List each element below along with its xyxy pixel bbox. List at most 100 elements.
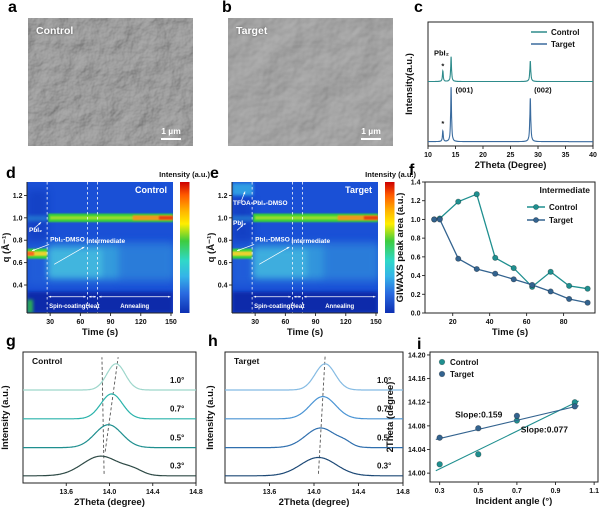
y-tick-label: 1.2 — [218, 193, 228, 200]
y-tick-label: 14.04 — [408, 447, 426, 454]
y-axis-label: Intensity(a.u.) — [404, 53, 415, 115]
gixrd-curve — [23, 455, 196, 477]
angle-label: 0.3° — [377, 462, 391, 471]
scale-bar-a: 1 µm — [161, 126, 181, 140]
x-axis-label: 2Theta (degree) — [74, 497, 145, 508]
sem-label-control: Control — [36, 25, 74, 37]
heatmap-annotation: TFOA-PbI₂-DMSO — [233, 200, 288, 207]
y-tick-label: 0.6 — [218, 260, 228, 267]
gixrd-curve — [23, 424, 196, 449]
x-axis-label: 2Theta (Degree) — [475, 160, 547, 171]
angle-label: 1.0° — [170, 376, 184, 385]
x-tick-label: 150 — [370, 319, 382, 326]
y-tick-label: 0.8 — [411, 236, 421, 243]
colorbar-title: Intensity (a.u.) — [159, 170, 210, 179]
gixrd-curve — [225, 395, 403, 420]
x-tick-label: 90 — [312, 319, 320, 326]
sem-texture-a — [28, 18, 193, 146]
x-tick-label: 0.9 — [551, 488, 561, 495]
x-tick-label: 14.0 — [307, 489, 321, 496]
x-tick-label: 150 — [165, 319, 177, 326]
x-tick-label: 13.6 — [263, 489, 277, 496]
panel-letter-i: i — [417, 336, 422, 353]
heatmap-annotation: Intermediate — [86, 238, 125, 245]
panel-letter-a: a — [8, 0, 17, 16]
x-tick-label: 14.8 — [396, 489, 410, 496]
chart-gixrd-target: 13.6 14.0 14.4 14.8 2Theta (degree) Intensity… — [205, 351, 410, 508]
y-tick-label: 14.08 — [408, 423, 426, 430]
angle-label: 1.0° — [377, 376, 391, 385]
panel-letter-d: d — [6, 165, 16, 182]
stage-label: Spin-coating — [254, 304, 291, 310]
y-tick-label: 0.4 — [13, 283, 23, 290]
x-tick-label: 90 — [107, 319, 115, 326]
colorbar-title: Intensity (a.u.) — [365, 170, 416, 179]
heatmap-title: Target — [345, 185, 372, 195]
sem-label-target: Target — [236, 25, 268, 37]
y-axis-label: q (Å⁻¹) — [1, 233, 12, 263]
sem-texture-b — [228, 18, 393, 146]
scale-bar-line — [161, 137, 181, 140]
x-axis-label: Time (s) — [492, 327, 528, 338]
legend-target: Target — [551, 40, 575, 49]
x-tick-label: 20 — [479, 152, 487, 159]
x-tick-label: 120 — [135, 319, 147, 326]
y-tick-label: 0.4 — [411, 273, 421, 280]
gixrd-curve — [225, 456, 403, 477]
scale-bar-line — [361, 137, 381, 140]
x-tick-label: 14.4 — [352, 489, 366, 496]
x-tick-label: 0.5 — [473, 488, 483, 495]
chart-xrd: 10 15 20 25 30 35 40 2Theta (Degree) Intensity(a… — [404, 21, 597, 171]
gixrd-curve — [23, 393, 196, 420]
heatmap-annotation: PbI₂-DMSO — [255, 236, 290, 243]
chart-slope: 0.3 0.5 0.7 0.9 1.1 14.00 14.04 14.08 14.12 14.16… — [385, 351, 599, 507]
y-tick-label: 1.2 — [411, 198, 421, 205]
x-axis-label: 2Theta (degree) — [279, 497, 350, 508]
y-axis-label: GIWAXS peak area (a.u.) — [395, 193, 406, 303]
stage-label: Annealing — [325, 304, 354, 310]
y-tick-label: 1.0 — [13, 215, 23, 222]
panel-f-title: Intermediate — [539, 185, 590, 195]
series-line-target — [434, 218, 588, 304]
peak-001-label: (001) — [456, 86, 474, 95]
x-tick-label: 30 — [534, 152, 542, 159]
heatmap-annotation: PbI₂ — [233, 220, 246, 227]
x-tick-label: 14.8 — [189, 489, 203, 496]
legend-target: Target — [549, 216, 573, 225]
panel-letter-e: e — [210, 165, 219, 182]
slope-label-control: Slope:0.159 — [455, 410, 503, 420]
x-tick-label: 14.4 — [146, 489, 160, 496]
gixrd-curve — [23, 363, 196, 391]
y-tick-label: 1.0 — [218, 215, 228, 222]
chart-peak-area: 20 40 60 80 0.0 0.2 0.4 0.6 0.8 1.0 1.2 1.4 Time (s)… — [395, 180, 596, 338]
x-tick-label: 60 — [76, 319, 84, 326]
angle-label: 0.7° — [377, 405, 391, 414]
scale-bar-b: 1 µm — [361, 126, 381, 140]
x-tick-label: 80 — [560, 319, 568, 326]
colorbar — [385, 182, 395, 313]
x-tick-label: 13.6 — [59, 489, 73, 496]
peak-002-label: (002) — [534, 86, 552, 95]
sem-image-control: Control 1 µm — [28, 18, 193, 146]
x-tick-label: 15 — [452, 152, 460, 159]
pbi2-star-target: * — [441, 119, 444, 128]
x-axis-label: Time (s) — [82, 327, 118, 338]
xrd-curve-control — [428, 56, 593, 83]
panel-letter-g: g — [6, 333, 16, 350]
x-axis-label: Time (s) — [287, 327, 323, 338]
angle-label: 0.7° — [170, 405, 184, 414]
legend-target: Target — [450, 370, 474, 379]
legend-control: Control — [549, 203, 577, 212]
x-tick-label: 60 — [281, 319, 289, 326]
x-tick-label: 1.1 — [589, 488, 599, 495]
x-axis-label: Incident angle (°) — [476, 496, 553, 507]
panel-letter-b: b — [222, 0, 232, 16]
y-tick-label: 14.12 — [408, 400, 426, 407]
y-tick-label: 0.8 — [13, 238, 23, 245]
panel-title: Target — [234, 356, 260, 366]
heatmap-annotation: Intermediate — [291, 238, 330, 245]
series-line-control — [434, 193, 588, 290]
x-tick-label: 25 — [507, 152, 515, 159]
chart-gixrd-control: 13.6 14.0 14.4 14.8 2Theta (degree) Intensity… — [0, 351, 203, 508]
